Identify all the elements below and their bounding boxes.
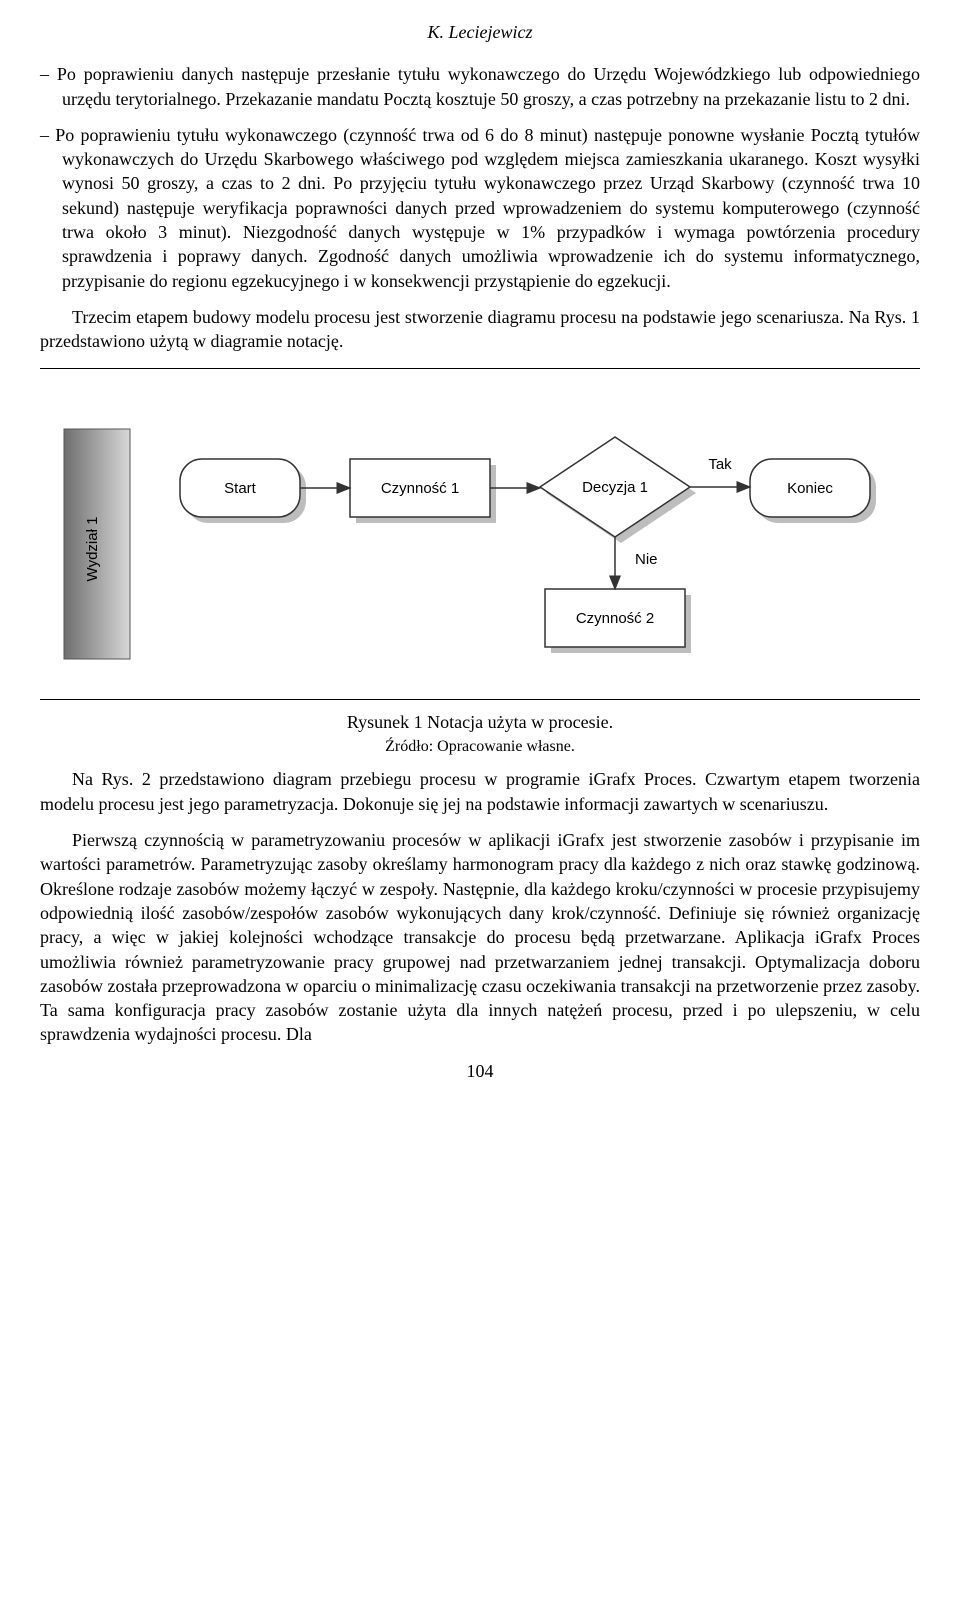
- paragraph-1: Trzecim etapem budowy modelu procesu jes…: [40, 305, 920, 354]
- figure-1: Wydział 1 Start Czynność 1 Decyzja 1 Kon…: [40, 368, 920, 700]
- figure-caption: Rysunek 1 Notacja użyta w procesie.: [40, 710, 920, 734]
- paragraph-2: Na Rys. 2 przedstawiono diagram przebieg…: [40, 767, 920, 816]
- flow-node-dec1: Decyzja 1: [582, 479, 648, 496]
- flow-node-start: Start: [224, 480, 257, 497]
- flow-node-act1: Czynność 1: [381, 480, 459, 497]
- paragraph-3: Pierwszą czynnością w parametryzowaniu p…: [40, 828, 920, 1047]
- edge-label-yes: Tak: [708, 456, 732, 473]
- lane-label: Wydział 1: [84, 516, 101, 581]
- bullet-2: Po poprawieniu tytułu wykonawczego (czyn…: [40, 123, 920, 293]
- page-header-author: K. Leciejewicz: [40, 20, 920, 44]
- flowchart-svg: Wydział 1 Start Czynność 1 Decyzja 1 Kon…: [40, 369, 920, 699]
- page-number: 104: [40, 1059, 920, 1083]
- edge-label-no: Nie: [635, 551, 658, 568]
- flow-node-act2: Czynność 2: [576, 610, 654, 627]
- figure-source: Źródło: Opracowanie własne.: [40, 736, 920, 758]
- bullet-1: Po poprawieniu danych następuje przesłan…: [40, 62, 920, 111]
- flow-node-end: Koniec: [787, 480, 833, 497]
